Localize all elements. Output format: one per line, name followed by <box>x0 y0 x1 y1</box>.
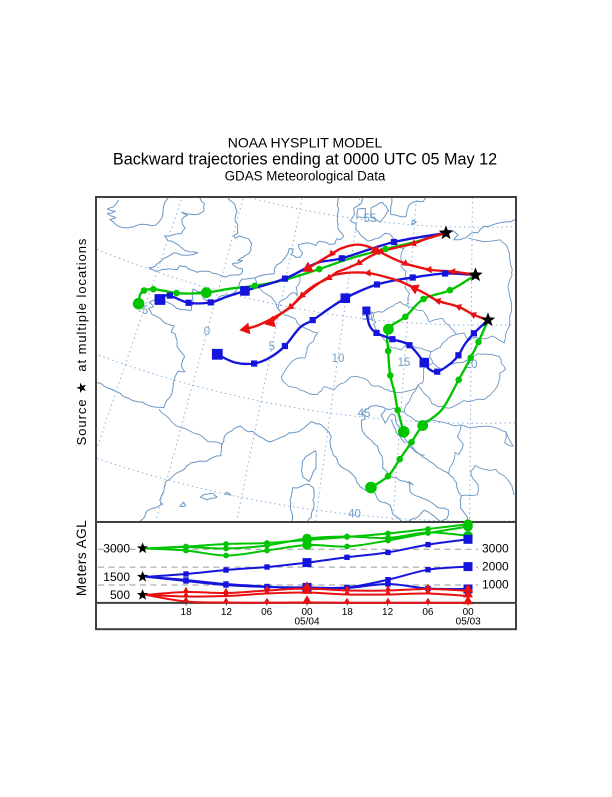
svg-text:Source ★ at multiple location: Source ★ at multiple locations <box>74 238 89 446</box>
svg-text:55: 55 <box>364 213 377 225</box>
svg-text:40: 40 <box>348 509 361 521</box>
svg-text:45: 45 <box>358 408 371 420</box>
svg-text:00: 00 <box>463 607 475 618</box>
svg-text:Meters AGL: Meters AGL <box>74 520 89 596</box>
svg-text:15: 15 <box>398 357 411 369</box>
svg-text:12: 12 <box>382 607 394 618</box>
svg-text:500: 500 <box>110 588 130 602</box>
svg-text:1000: 1000 <box>482 578 509 592</box>
svg-text:3000: 3000 <box>482 542 509 556</box>
svg-text:05/03: 05/03 <box>456 617 481 628</box>
svg-text:06: 06 <box>422 607 434 618</box>
svg-text:06: 06 <box>261 607 273 618</box>
svg-text:18: 18 <box>342 607 354 618</box>
svg-text:10: 10 <box>332 353 345 365</box>
svg-text:-5: -5 <box>138 305 148 317</box>
svg-text:2000: 2000 <box>482 560 509 574</box>
svg-text:18: 18 <box>181 607 193 618</box>
svg-text:GDAS Meteorological Data: GDAS Meteorological Data <box>225 169 386 184</box>
svg-text:1500: 1500 <box>103 570 130 584</box>
svg-text:5: 5 <box>269 341 275 353</box>
svg-text:NOAA HYSPLIT MODEL: NOAA HYSPLIT MODEL <box>228 135 383 151</box>
svg-text:12: 12 <box>221 607 233 618</box>
svg-text:00: 00 <box>301 607 313 618</box>
svg-text:0: 0 <box>204 326 210 338</box>
svg-text:3000: 3000 <box>103 542 130 556</box>
svg-text:Backward trajectories ending a: Backward trajectories ending at 0000 UTC… <box>113 151 497 169</box>
svg-text:05/04: 05/04 <box>294 617 319 628</box>
